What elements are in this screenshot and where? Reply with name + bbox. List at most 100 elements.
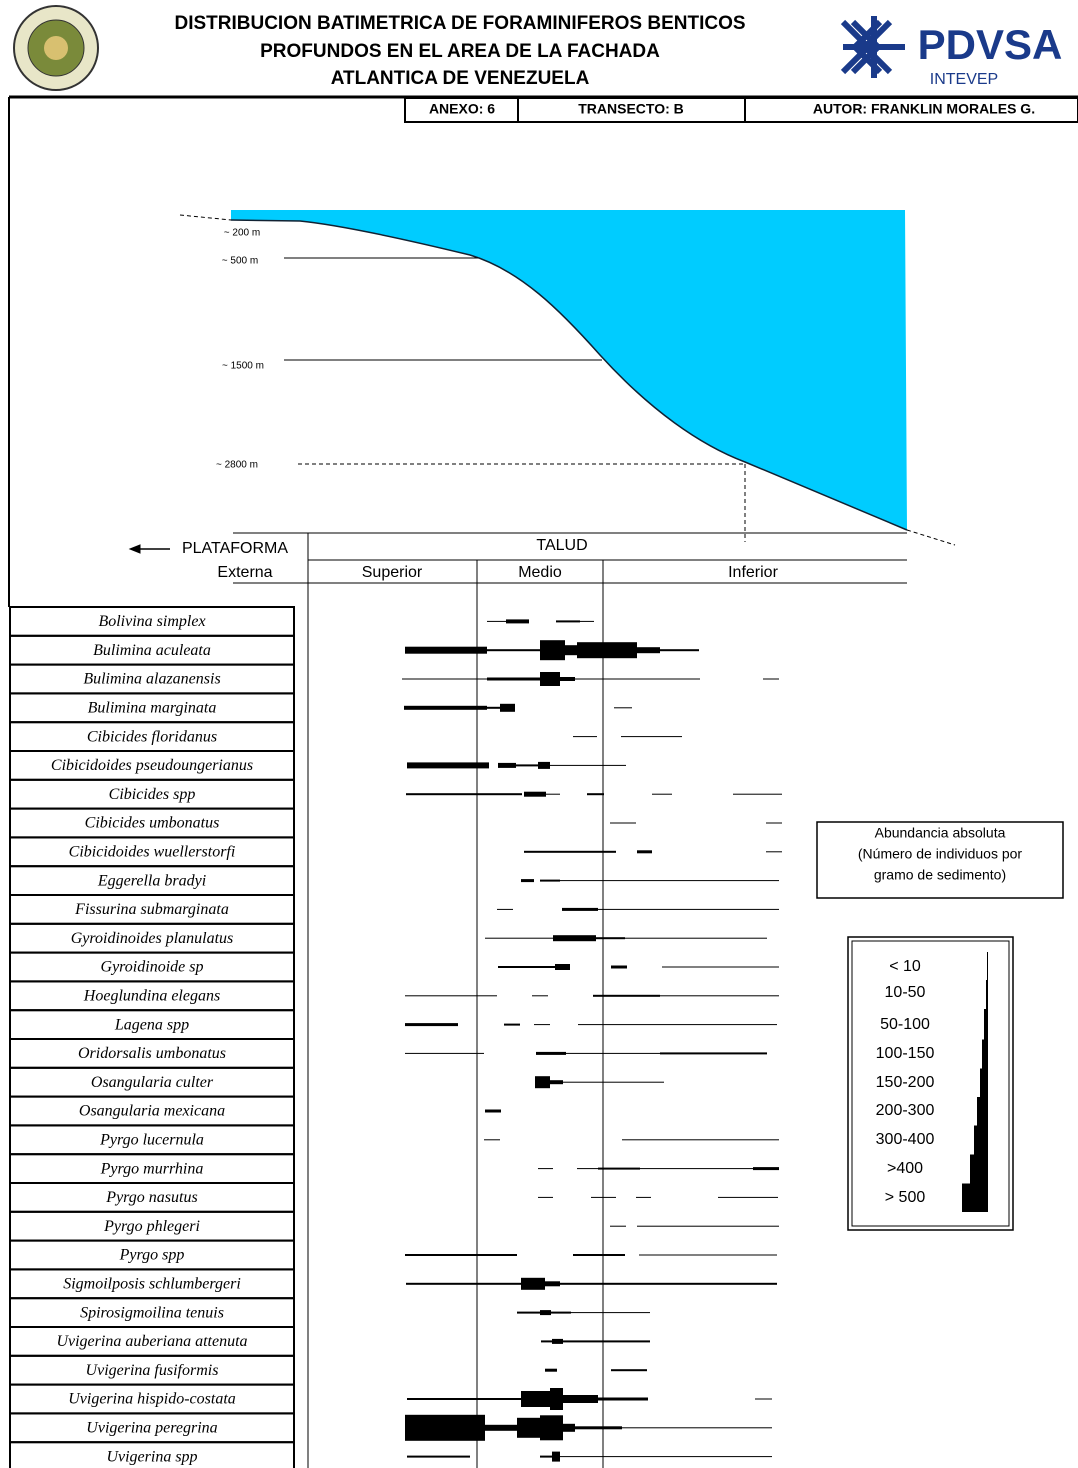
legend-class: 10-50 <box>885 984 926 1001</box>
species-name: Gyroidinoides planulatus <box>71 930 234 947</box>
range-bar <box>534 1024 550 1026</box>
range-bar <box>660 1052 767 1055</box>
species-name: Lagena spp <box>114 1016 189 1033</box>
species-name: Gyroidinoide sp <box>101 959 204 976</box>
species-cell <box>9 1441 295 1468</box>
species-name: Pyrgo spp <box>119 1247 185 1264</box>
range-bar <box>763 678 779 680</box>
range-bar <box>552 1338 563 1344</box>
range-bar <box>587 793 604 796</box>
range-bar <box>407 1455 470 1458</box>
range-bar <box>766 851 782 853</box>
range-bar <box>535 1076 550 1089</box>
legend-class: > 500 <box>885 1189 926 1206</box>
range-bar <box>538 1196 553 1198</box>
legend-class: 200-300 <box>876 1102 935 1119</box>
title: DISTRIBUCION BATIMETRICA DE FORAMINIFERO… <box>174 13 745 34</box>
range-bar <box>521 1391 550 1407</box>
species-name: Uvigerina fusiformis <box>86 1362 219 1379</box>
legend-bar <box>977 1097 988 1126</box>
title: PROFUNDOS EN EL AREA DE LA FACHADA <box>260 41 660 62</box>
range-bar <box>485 1424 517 1431</box>
range-bar <box>611 1369 647 1372</box>
zone-label: PLATAFORMA <box>182 540 288 557</box>
species-name: Uvigerina hispido-costata <box>68 1391 236 1408</box>
range-bar <box>550 764 626 766</box>
legend-class: 50-100 <box>880 1016 930 1033</box>
range-bar <box>406 793 522 796</box>
range-bar <box>578 1024 777 1026</box>
legend-title: gramo de sedimento) <box>874 867 1006 883</box>
range-bar <box>540 1310 551 1316</box>
species-name: Cibicides spp <box>109 786 196 803</box>
zone-label: TALUD <box>536 537 587 554</box>
species-name: Cibicidoides pseudoungerianus <box>51 757 253 774</box>
legend-bar <box>970 1154 988 1184</box>
range-bar <box>532 995 548 997</box>
range-bar <box>545 1368 557 1372</box>
species-name: Hoeglundina elegans <box>83 987 220 1004</box>
range-bar <box>545 1281 560 1287</box>
range-bar <box>405 1052 484 1054</box>
range-bar <box>538 1168 553 1170</box>
range-bar <box>660 649 699 652</box>
species-name: Pyrgo lucernula <box>99 1131 204 1148</box>
species-name: Oridorsalis umbonatus <box>78 1045 226 1062</box>
range-bar <box>573 736 597 738</box>
range-bar <box>553 935 596 942</box>
logo-pdvsa <box>840 16 905 78</box>
range-bar <box>556 620 580 623</box>
range-bar <box>555 964 570 970</box>
species-name: Pyrgo murrhina <box>100 1160 204 1177</box>
range-bar <box>718 1196 778 1198</box>
range-bar <box>546 793 560 795</box>
transecto: TRANSECTO: B <box>578 101 684 117</box>
species-name: Bolivina simplex <box>98 613 205 630</box>
range-bar <box>498 966 555 968</box>
legend-bar <box>987 952 988 980</box>
legend-bar <box>962 1183 988 1212</box>
legend-bar <box>974 1125 988 1155</box>
range-bar <box>540 1455 552 1458</box>
species-name: Eggerella bradyi <box>97 872 206 889</box>
range-bar <box>563 1423 575 1432</box>
range-bar <box>566 1052 660 1054</box>
range-bar <box>540 672 560 686</box>
species-name: Bulimina marginata <box>88 699 217 716</box>
range-bar <box>540 880 779 882</box>
legend-bar <box>986 980 988 1009</box>
range-bar <box>550 1388 563 1410</box>
anexo: ANEXO: 6 <box>429 101 495 117</box>
range-bar <box>622 1139 779 1141</box>
species-name: Sigmoilposis schlumbergeri <box>63 1275 241 1292</box>
species-name: Cibicidoides wuellerstorfi <box>69 843 236 860</box>
legend-class: 300-400 <box>876 1131 935 1148</box>
range-bar <box>563 1081 664 1083</box>
range-bar <box>516 764 538 767</box>
species-name: Osangularia culter <box>91 1074 214 1091</box>
sea-area <box>231 210 907 530</box>
legend-box <box>816 821 1064 899</box>
range-bar <box>622 1427 772 1429</box>
range-bar <box>560 677 575 681</box>
legend-box <box>847 936 1014 1231</box>
range-bar <box>766 822 782 824</box>
range-bar <box>506 619 529 624</box>
range-bar <box>500 703 515 712</box>
range-bar <box>593 995 779 997</box>
legend-bar <box>982 1039 988 1069</box>
legend-class: 100-150 <box>876 1045 935 1062</box>
range-bar <box>733 793 782 795</box>
range-bar <box>637 850 652 854</box>
range-bar <box>621 736 682 738</box>
zone-label: Superior <box>362 564 423 581</box>
range-bar <box>497 908 513 910</box>
range-bar <box>552 1451 560 1462</box>
legend-box <box>851 940 1010 1227</box>
range-bar <box>517 1417 540 1438</box>
range-bar <box>540 640 565 661</box>
depth-lines <box>128 214 956 1468</box>
range-bar <box>405 995 497 997</box>
zone-label: Medio <box>518 564 562 581</box>
range-bar <box>524 850 616 853</box>
